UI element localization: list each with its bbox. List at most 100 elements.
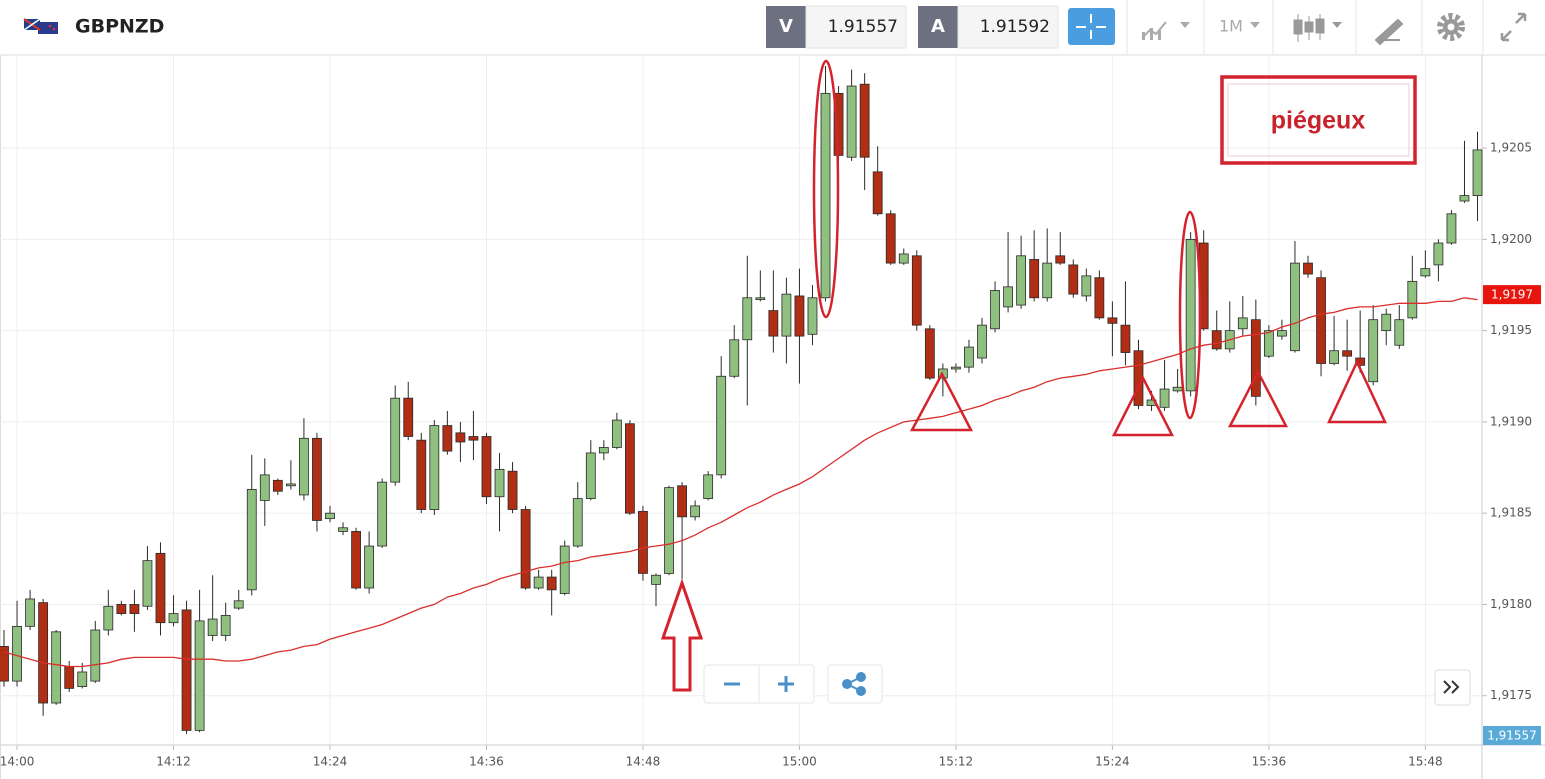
candle-body (1472, 149, 1483, 196)
candle-body (64, 666, 75, 689)
candle-body (1381, 313, 1392, 332)
zoom-in[interactable] (778, 676, 794, 692)
candle-body (846, 85, 857, 158)
y-tick-label: 1,9190 (1490, 414, 1532, 428)
candle-body (1068, 264, 1079, 295)
candle-body (546, 576, 557, 591)
moving-average-line (3, 297, 1478, 668)
candle-body (507, 470, 518, 510)
candle-body (168, 613, 179, 624)
candle-body (207, 618, 218, 636)
crosshair-button[interactable] (1068, 8, 1115, 45)
candle-body (911, 255, 922, 326)
candle-body (403, 397, 414, 437)
share-button[interactable] (842, 672, 866, 696)
candle-body (103, 605, 114, 631)
candle-body (990, 290, 1000, 330)
candle-body (1120, 324, 1131, 353)
chart-type-button[interactable] (1141, 21, 1190, 40)
settings-button[interactable] (1437, 13, 1465, 41)
candle-type-button[interactable] (1293, 14, 1342, 42)
candle-body (259, 474, 270, 501)
candle-body (1055, 255, 1066, 264)
candle-body (1329, 350, 1339, 364)
candle-body (1172, 386, 1183, 392)
candle-body (768, 310, 779, 337)
candle-body (312, 437, 322, 521)
candle-body (625, 423, 635, 514)
bid-price: 1.91557 (828, 17, 898, 37)
candle-body (677, 485, 687, 518)
candle-body (233, 600, 244, 609)
annotation-text: piégeux (1271, 107, 1366, 135)
candle-body (325, 512, 335, 520)
scroll-end[interactable] (1443, 680, 1460, 694)
timeframe[interactable]: 1M (1219, 17, 1243, 36)
bid-box (805, 5, 907, 49)
candle-body (494, 468, 505, 498)
price-tag-label: 1,91557 (1487, 729, 1537, 743)
candle-body (1094, 277, 1105, 319)
candle-body (481, 436, 492, 498)
draw-button[interactable] (1374, 18, 1404, 46)
price-tag-label: 1,9197 (1491, 288, 1533, 302)
candle-body (194, 620, 205, 731)
y-tick-label: 1,9180 (1490, 597, 1532, 611)
fullscreen-button[interactable] (1500, 12, 1527, 42)
candle-body (1042, 262, 1053, 299)
candle-body (155, 552, 166, 624)
toolbar-separators (1126, 0, 1484, 55)
y-tick-label: 1,9200 (1490, 232, 1532, 246)
candle-body (1316, 277, 1326, 364)
candle-body (585, 452, 596, 499)
candle-body (25, 598, 35, 627)
candle-body (1303, 262, 1313, 275)
candle-body (820, 92, 831, 299)
candle-body (1159, 388, 1170, 408)
price-tag (1483, 726, 1541, 745)
x-tick-label: 14:00 (0, 755, 34, 769)
candle-body (611, 419, 622, 448)
x-tick-label: 14:36 (469, 755, 504, 769)
candle-body (338, 527, 348, 532)
candle-body (1185, 238, 1196, 392)
candle-body (0, 646, 9, 682)
flag (23, 18, 58, 34)
candle-body (364, 545, 375, 589)
symbol: GBPNZD (75, 16, 164, 38)
candle-body (1081, 275, 1092, 297)
candle-body (638, 510, 648, 574)
candle-body (1029, 259, 1040, 299)
candle-body (794, 295, 805, 337)
candle-body (1263, 330, 1274, 357)
candle-body (90, 629, 101, 682)
candle-body (1290, 262, 1300, 352)
candle-body (885, 213, 896, 264)
candle-body (1420, 268, 1431, 277)
candle-body (951, 366, 961, 370)
candle-body (533, 576, 544, 589)
x-tick-label: 15:36 (1252, 755, 1287, 769)
zoom-controls (703, 664, 1471, 706)
candle-body (664, 487, 674, 574)
candle-body (1211, 330, 1222, 350)
candle-body (51, 631, 62, 704)
candle-body (598, 447, 609, 454)
candle-body (246, 489, 257, 591)
candle-body (1433, 242, 1444, 266)
candle-body (872, 171, 883, 215)
candle-body (38, 602, 49, 704)
candle-body (116, 604, 127, 614)
ask-button[interactable] (918, 6, 958, 48)
candle-body (1355, 357, 1366, 366)
candle-body (1446, 213, 1457, 244)
x-tick-label: 14:24 (313, 755, 348, 769)
y-tick-label: 1,9185 (1490, 506, 1532, 520)
candle-body (1368, 319, 1379, 383)
candle-body (559, 545, 570, 594)
candle-body (1459, 195, 1470, 202)
candle-body (1407, 280, 1418, 319)
bid-button[interactable] (766, 6, 806, 48)
